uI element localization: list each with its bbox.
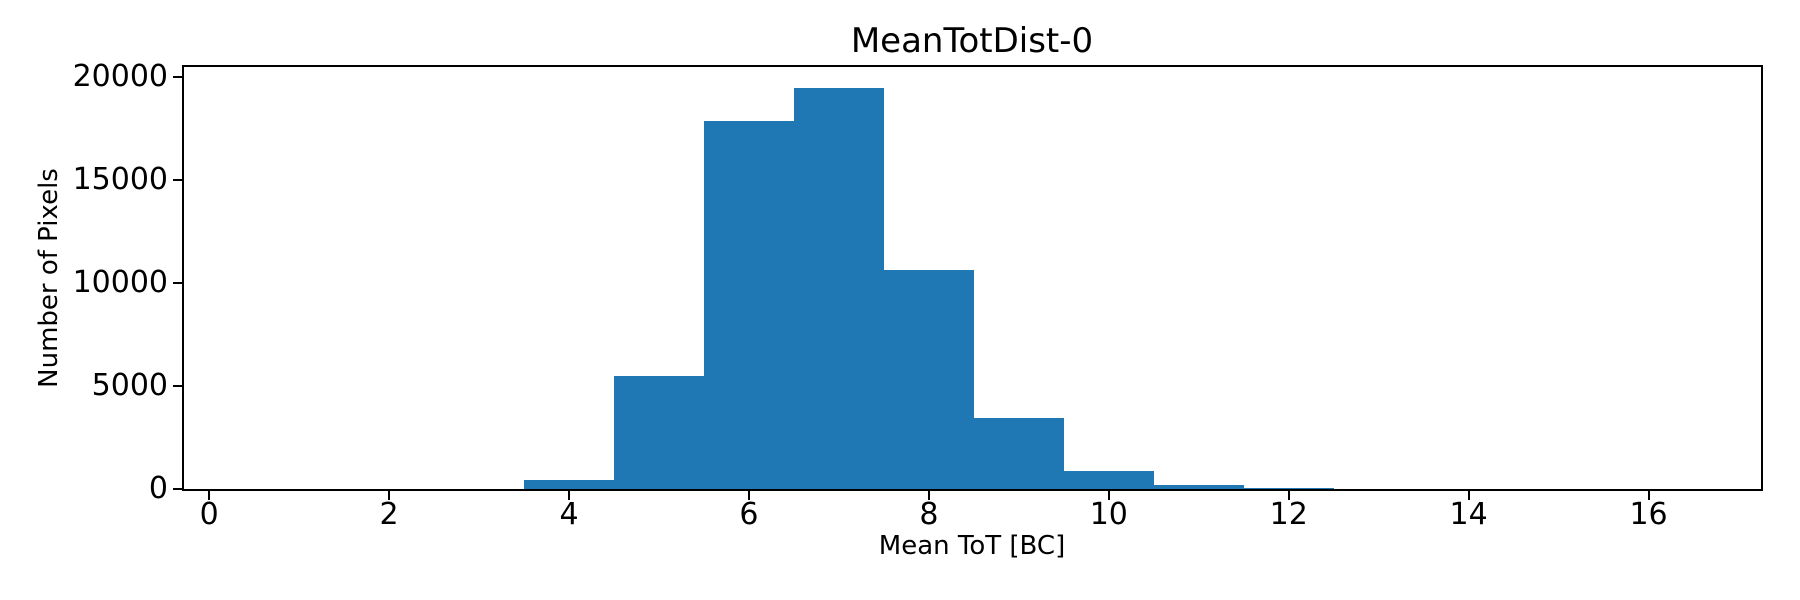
y-tick-label: 15000	[72, 161, 168, 197]
x-axis-label: Mean ToT [BC]	[878, 531, 1066, 561]
x-tick	[1107, 491, 1110, 500]
x-tick	[1467, 491, 1470, 500]
y-tick	[173, 75, 182, 78]
histogram-bar	[524, 480, 614, 489]
y-tick-label: 5000	[91, 367, 168, 403]
x-tick-label: 6	[739, 497, 759, 532]
y-tick-label: 10000	[72, 264, 168, 300]
x-tick	[1647, 491, 1650, 500]
x-tick-label: 4	[559, 497, 579, 532]
histogram-bar	[1063, 471, 1154, 489]
x-tick	[388, 491, 391, 500]
x-tick-label: 8	[919, 497, 939, 532]
histogram-bar	[973, 417, 1064, 489]
x-tick-label: 2	[379, 497, 399, 532]
x-tick	[927, 491, 930, 500]
y-tick	[173, 178, 182, 181]
x-tick-label: 10	[1089, 497, 1128, 532]
y-tick-label: 20000	[72, 58, 168, 94]
x-tick-label: 16	[1629, 497, 1668, 532]
y-axis-label: Number of Pixels	[34, 168, 64, 388]
y-tick	[173, 384, 182, 387]
x-tick	[568, 491, 571, 500]
histogram-bar	[1153, 485, 1244, 489]
x-tick-label: 14	[1449, 497, 1488, 532]
x-tick-label: 12	[1269, 497, 1308, 532]
histogram-bar	[703, 121, 794, 489]
y-tick-label: 0	[148, 471, 168, 506]
x-tick	[1287, 491, 1290, 500]
histogram-bar	[793, 88, 884, 489]
x-tick-label: 0	[199, 497, 219, 532]
histogram-bar	[1243, 487, 1334, 489]
histogram-bar	[614, 375, 704, 489]
x-tick	[208, 491, 211, 500]
histogram-bar	[883, 269, 974, 489]
chart-title: MeanTotDist-0	[850, 21, 1094, 61]
y-tick	[173, 488, 182, 490]
x-tick	[747, 491, 750, 500]
y-tick	[173, 281, 182, 284]
